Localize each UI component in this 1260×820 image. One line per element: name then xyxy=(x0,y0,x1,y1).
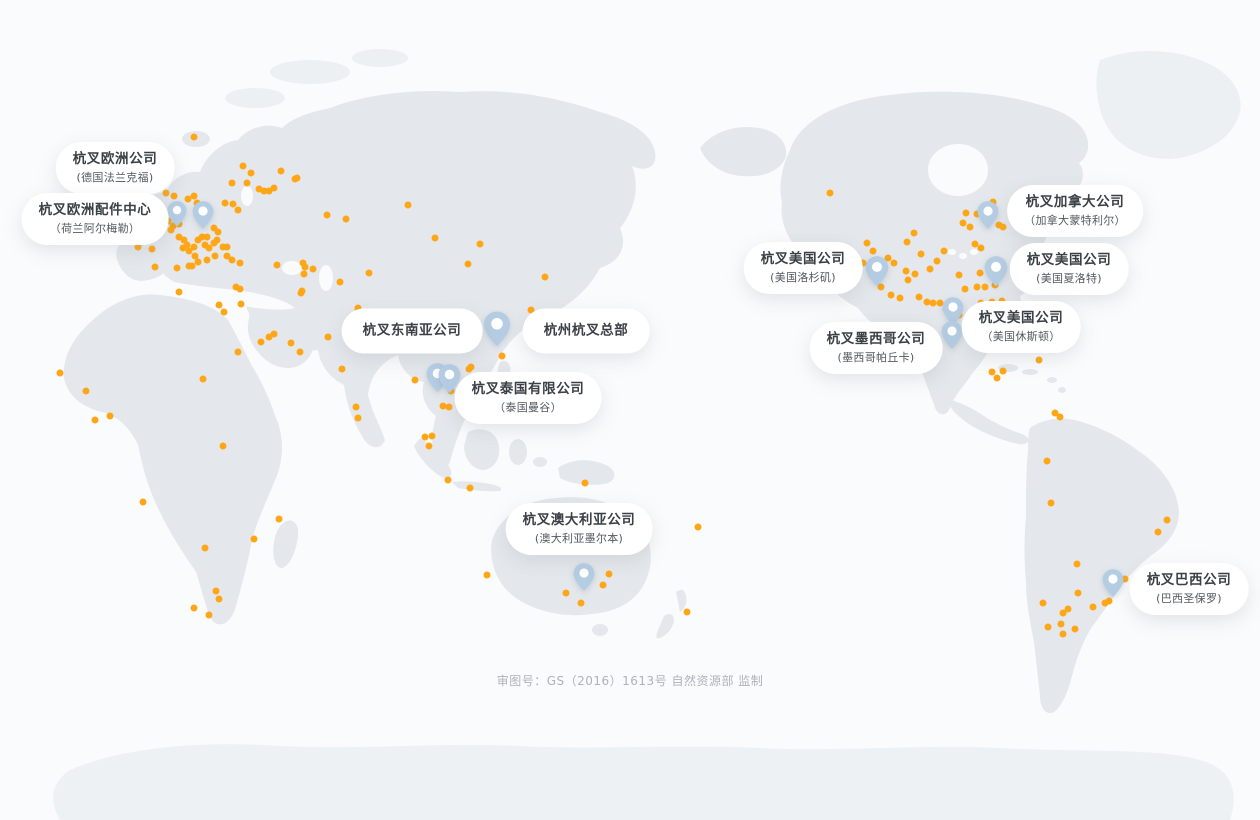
label-subtitle: （荷兰阿尔梅勒） xyxy=(49,222,141,235)
pin-usa-houston[interactable] xyxy=(941,296,965,326)
location-pin-icon xyxy=(573,563,595,591)
location-pin-icon xyxy=(941,321,963,349)
location-pin-icon xyxy=(484,311,510,346)
label-subtitle: （泰国曼谷） xyxy=(494,401,562,414)
pin-australia[interactable] xyxy=(572,562,596,592)
label-title: 杭叉墨西哥公司 xyxy=(826,331,926,347)
label-australia: 杭叉澳大利亚公司 (澳大利亚墨尔本) xyxy=(505,503,653,555)
label-title: 杭叉巴西公司 xyxy=(1146,572,1232,588)
label-brazil: 杭叉巴西公司 (巴西圣保罗) xyxy=(1129,563,1249,615)
label-title: 杭叉美国公司 xyxy=(978,310,1064,326)
location-pin-icon xyxy=(865,256,889,286)
pin-brazil[interactable] xyxy=(1101,568,1125,598)
pin-canada[interactable] xyxy=(976,200,1000,230)
label-title: 杭叉美国公司 xyxy=(1026,252,1112,268)
label-subtitle: (巴西圣保罗) xyxy=(1156,592,1222,605)
label-title: 杭叉美国公司 xyxy=(760,251,846,267)
label-canada: 杭叉加拿大公司 （加拿大蒙特利尔） xyxy=(1007,185,1143,237)
label-title: 杭叉欧洲配件中心 xyxy=(38,202,152,218)
pin-hq[interactable] xyxy=(482,310,512,348)
map-caption: 审图号：GS（2016）1613号 自然资源部 监制 xyxy=(496,674,764,688)
label-title: 杭州杭叉总部 xyxy=(543,322,629,339)
pin-europe[interactable] xyxy=(191,200,215,230)
label-subtitle: (美国洛杉矶) xyxy=(770,271,836,284)
pin-thailand-2[interactable] xyxy=(437,363,462,394)
label-title: 杭叉欧洲公司 xyxy=(72,151,158,167)
label-title: 杭叉泰国有限公司 xyxy=(471,381,585,397)
label-mexico: 杭叉墨西哥公司 (墨西哥帕丘卡) xyxy=(809,322,943,374)
pin-usa-la[interactable] xyxy=(864,255,890,288)
label-usa-charlotte: 杭叉美国公司 (美国夏洛特) xyxy=(1009,243,1129,295)
location-pin-icon xyxy=(984,256,1008,286)
label-thailand: 杭叉泰国有限公司 （泰国曼谷） xyxy=(454,372,602,424)
label-europe: 杭叉欧洲公司 (德国法兰克福) xyxy=(55,142,175,194)
pin-europe-parts[interactable] xyxy=(166,200,188,228)
label-title: 杭叉东南亚公司 xyxy=(362,322,462,339)
label-subtitle: (德国法兰克福) xyxy=(76,171,154,184)
label-subtitle: (墨西哥帕丘卡) xyxy=(837,351,915,364)
label-hq: 杭州杭叉总部 xyxy=(522,308,650,354)
label-usa-houston: 杭叉美国公司 （美国休斯顿） xyxy=(961,301,1081,353)
label-usa-la: 杭叉美国公司 (美国洛杉矶) xyxy=(743,242,863,294)
label-subtitle: (美国夏洛特) xyxy=(1036,272,1102,285)
label-title: 杭叉加拿大公司 xyxy=(1025,194,1125,210)
location-pin-icon xyxy=(1102,569,1124,597)
label-subtitle: （加拿大蒙特利尔） xyxy=(1024,214,1126,227)
label-title: 杭叉澳大利亚公司 xyxy=(522,512,636,528)
label-europe-parts: 杭叉欧洲配件中心 （荷兰阿尔梅勒） xyxy=(21,193,169,245)
location-pin-icon xyxy=(977,201,999,229)
location-pin-icon xyxy=(192,201,214,229)
location-pin-icon xyxy=(942,297,964,325)
location-pin-icon xyxy=(167,201,187,227)
pin-mexico[interactable] xyxy=(940,320,964,350)
pin-usa-charlotte[interactable] xyxy=(983,255,1009,288)
location-pin-icon xyxy=(438,363,460,393)
label-subtitle: （美国休斯顿） xyxy=(981,330,1061,343)
label-southeast-asia: 杭叉东南亚公司 xyxy=(341,308,483,354)
label-subtitle: (澳大利亚墨尔本) xyxy=(534,532,624,545)
